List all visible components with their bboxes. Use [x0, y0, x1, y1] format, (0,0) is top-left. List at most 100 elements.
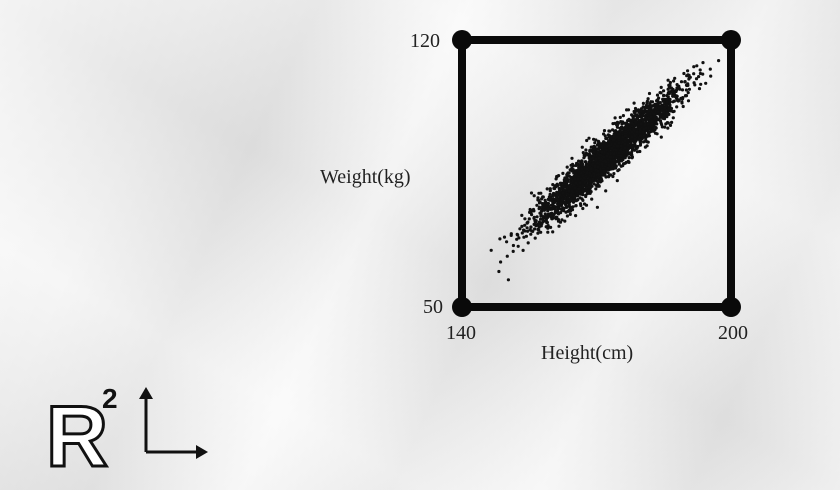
- scatter-point: [541, 215, 545, 219]
- scatter-point: [596, 179, 600, 183]
- scatter-point: [642, 127, 646, 131]
- scatter-point: [489, 248, 493, 252]
- scatter-point: [603, 173, 607, 177]
- scatter-point: [583, 180, 587, 184]
- scatter-point: [570, 189, 574, 193]
- scatter-point: [604, 160, 608, 164]
- scatter-point: [577, 187, 581, 191]
- scatter-point: [562, 209, 566, 213]
- scatter-point: [633, 137, 637, 141]
- scatter-point: [612, 144, 616, 148]
- scatter-point: [682, 71, 686, 76]
- scatter-point: [717, 59, 721, 63]
- scatter-point: [584, 162, 589, 166]
- scatter-point: [602, 169, 606, 173]
- scatter-point: [535, 215, 539, 219]
- scatter-point: [673, 76, 677, 80]
- scatter-point: [667, 107, 671, 111]
- scatter-point: [580, 167, 584, 171]
- scatter-point: [539, 217, 543, 221]
- scatter-point: [549, 198, 553, 202]
- scatter-point: [600, 150, 604, 154]
- scatter-point: [608, 155, 613, 159]
- scatter-point: [505, 240, 509, 244]
- scatter-point: [549, 225, 553, 229]
- scatter-point: [585, 183, 589, 187]
- scatter-point: [582, 189, 587, 193]
- scatter-point: [671, 116, 675, 120]
- scatter-point: [600, 172, 604, 176]
- x-axis-label: Height(cm): [541, 342, 634, 364]
- scatter-point: [517, 236, 521, 240]
- scatter-point: [537, 228, 541, 232]
- scatter-point: [538, 200, 542, 204]
- scatter-point: [619, 144, 624, 148]
- scatter-point: [533, 236, 537, 240]
- scatter-point: [671, 94, 675, 98]
- scatter-point: [592, 147, 596, 151]
- scatter-point: [580, 159, 584, 163]
- corner-dot-bottom-left: [452, 297, 472, 317]
- scatter-point: [686, 69, 690, 73]
- scatter-point: [567, 203, 571, 207]
- scatter-point: [612, 172, 616, 176]
- scatter-point: [641, 105, 645, 109]
- scatter-point: [610, 146, 614, 150]
- scatter-point: [594, 168, 598, 172]
- scatter-point: [596, 142, 601, 146]
- scatter-point: [647, 91, 652, 96]
- scatter-point: [655, 132, 659, 136]
- scatter-point: [632, 127, 636, 131]
- scatter-point: [608, 129, 612, 133]
- scatter-point: [644, 103, 649, 107]
- scatter-point: [687, 75, 692, 79]
- scatter-point: [630, 146, 635, 150]
- scatter-point: [639, 141, 643, 146]
- scatter-point: [656, 110, 660, 114]
- scatter-point: [520, 213, 524, 217]
- scatter-point: [675, 105, 679, 109]
- scatter-point: [556, 210, 560, 214]
- scatter-point: [567, 209, 571, 213]
- points-layer: [489, 59, 721, 282]
- scatter-point: [593, 141, 597, 145]
- scatter-point: [650, 122, 654, 126]
- scatter-point: [627, 156, 631, 160]
- scatter-point: [585, 190, 590, 194]
- scatter-point: [666, 87, 670, 91]
- scatter-point: [584, 194, 588, 199]
- scatter-point: [565, 187, 570, 191]
- scatter-point: [649, 115, 653, 119]
- scatter-point: [672, 79, 676, 83]
- scatter-point: [520, 231, 524, 235]
- scatter-point: [594, 157, 598, 161]
- scatter-point: [644, 126, 648, 130]
- scatter-point: [647, 131, 651, 135]
- scatter-point: [704, 81, 708, 85]
- scatter-point: [523, 223, 527, 227]
- scatter-point: [658, 101, 662, 105]
- scatter-point: [642, 140, 646, 144]
- scatter-point: [671, 87, 675, 91]
- scatter-point: [630, 135, 635, 139]
- scatter-point: [537, 191, 541, 195]
- scatter-point: [612, 152, 616, 156]
- scatter-point: [523, 229, 527, 233]
- scatter-point: [564, 204, 569, 208]
- scatter-point: [672, 91, 676, 95]
- scatter-point: [602, 132, 606, 136]
- scatter-point: [626, 147, 631, 151]
- scatter-point: [566, 196, 570, 200]
- scatter-point: [633, 133, 637, 138]
- scatter-point: [555, 215, 559, 219]
- scatter-point: [632, 109, 636, 114]
- scatter-point: [548, 192, 552, 196]
- scatter-point: [568, 184, 572, 189]
- arrow-up-icon: [139, 387, 153, 399]
- scatter-point: [663, 125, 667, 129]
- scatter-point: [521, 248, 525, 252]
- scatter-point: [611, 174, 615, 179]
- scatter-point: [546, 224, 550, 228]
- scatter-point: [561, 185, 566, 189]
- scatter-point: [565, 214, 570, 218]
